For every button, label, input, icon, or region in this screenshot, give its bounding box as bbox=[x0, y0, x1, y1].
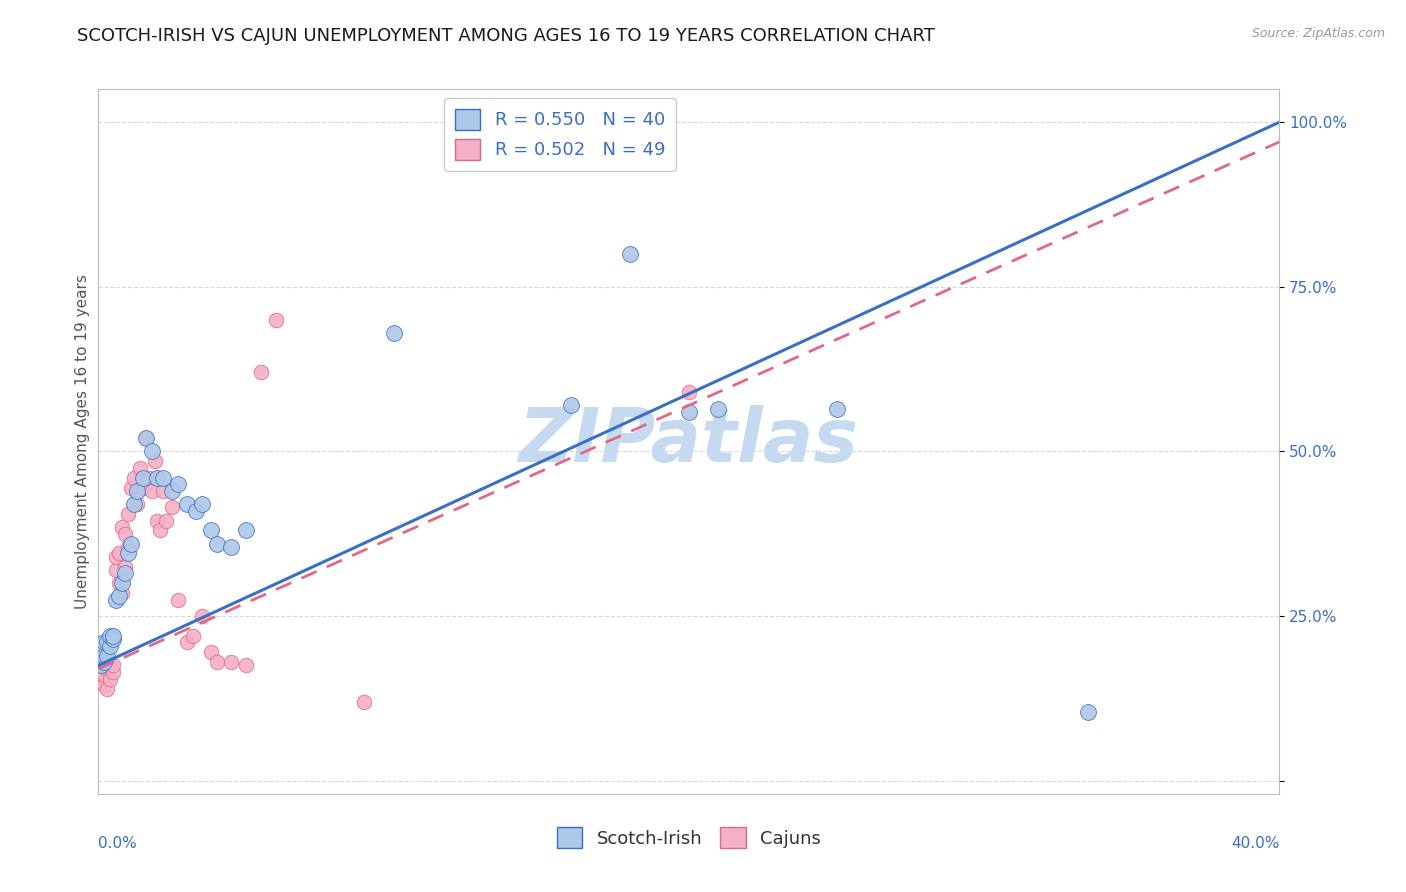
Point bbox=[825, 401, 848, 416]
Point bbox=[114, 526, 136, 541]
Point bbox=[205, 655, 228, 669]
Point bbox=[707, 401, 730, 416]
Point bbox=[93, 665, 115, 679]
Point bbox=[191, 609, 214, 624]
Point bbox=[98, 672, 121, 686]
Point bbox=[132, 471, 155, 485]
Point bbox=[155, 514, 177, 528]
Point bbox=[200, 524, 222, 538]
Point bbox=[146, 471, 169, 485]
Point bbox=[152, 471, 174, 485]
Point bbox=[114, 566, 136, 581]
Point bbox=[138, 471, 160, 485]
Point bbox=[90, 674, 112, 689]
Point bbox=[114, 559, 136, 574]
Point bbox=[96, 681, 118, 696]
Point bbox=[105, 563, 128, 577]
Point bbox=[93, 678, 115, 692]
Text: 40.0%: 40.0% bbox=[1232, 836, 1279, 851]
Point bbox=[105, 592, 128, 607]
Point bbox=[125, 497, 148, 511]
Point bbox=[108, 590, 131, 604]
Point bbox=[122, 497, 145, 511]
Y-axis label: Unemployment Among Ages 16 to 19 years: Unemployment Among Ages 16 to 19 years bbox=[75, 274, 90, 609]
Point bbox=[93, 635, 115, 649]
Point bbox=[108, 547, 131, 561]
Point bbox=[128, 461, 150, 475]
Point bbox=[181, 629, 204, 643]
Point bbox=[162, 483, 183, 498]
Point bbox=[98, 639, 121, 653]
Point bbox=[191, 497, 214, 511]
Point bbox=[90, 655, 112, 669]
Point bbox=[90, 652, 112, 666]
Point bbox=[105, 549, 128, 564]
Point bbox=[93, 655, 115, 669]
Point bbox=[382, 326, 405, 340]
Point bbox=[122, 471, 145, 485]
Point bbox=[619, 247, 641, 261]
Point bbox=[176, 497, 198, 511]
Point bbox=[103, 665, 125, 679]
Point bbox=[162, 500, 183, 515]
Point bbox=[111, 586, 134, 600]
Point bbox=[205, 536, 228, 550]
Point bbox=[111, 576, 134, 591]
Point bbox=[90, 662, 112, 676]
Point bbox=[98, 658, 121, 673]
Point bbox=[678, 405, 700, 419]
Point bbox=[353, 695, 375, 709]
Point bbox=[250, 365, 273, 379]
Point bbox=[98, 629, 121, 643]
Point bbox=[143, 454, 166, 468]
Point bbox=[167, 477, 190, 491]
Legend: Scotch-Irish, Cajuns: Scotch-Irish, Cajuns bbox=[550, 820, 828, 855]
Point bbox=[235, 524, 257, 538]
Point bbox=[152, 483, 174, 498]
Point bbox=[560, 398, 582, 412]
Point bbox=[141, 483, 163, 498]
Point bbox=[135, 431, 157, 445]
Point bbox=[678, 385, 700, 400]
Text: Source: ZipAtlas.com: Source: ZipAtlas.com bbox=[1251, 27, 1385, 40]
Point bbox=[90, 658, 112, 673]
Point bbox=[93, 648, 115, 663]
Text: SCOTCH-IRISH VS CAJUN UNEMPLOYMENT AMONG AGES 16 TO 19 YEARS CORRELATION CHART: SCOTCH-IRISH VS CAJUN UNEMPLOYMENT AMONG… bbox=[77, 27, 935, 45]
Text: ZIPatlas: ZIPatlas bbox=[519, 405, 859, 478]
Point bbox=[1077, 705, 1099, 719]
Point bbox=[221, 540, 243, 554]
Point bbox=[93, 668, 115, 682]
Point bbox=[135, 431, 157, 445]
Point bbox=[108, 576, 131, 591]
Point bbox=[184, 504, 207, 518]
Point bbox=[221, 655, 243, 669]
Point bbox=[132, 481, 155, 495]
Point bbox=[117, 507, 139, 521]
Point bbox=[176, 635, 198, 649]
Point bbox=[111, 520, 134, 534]
Point bbox=[120, 481, 142, 495]
Point bbox=[264, 312, 287, 326]
Point bbox=[96, 662, 118, 676]
Point bbox=[125, 483, 148, 498]
Point bbox=[96, 635, 118, 649]
Point bbox=[141, 444, 163, 458]
Point bbox=[200, 645, 222, 659]
Point bbox=[117, 547, 139, 561]
Point bbox=[117, 540, 139, 554]
Point bbox=[103, 658, 125, 673]
Point bbox=[96, 648, 118, 663]
Point bbox=[103, 632, 125, 646]
Point bbox=[96, 658, 118, 673]
Point bbox=[149, 524, 172, 538]
Point bbox=[146, 514, 169, 528]
Point bbox=[120, 536, 142, 550]
Point bbox=[103, 629, 125, 643]
Point bbox=[167, 592, 190, 607]
Text: 0.0%: 0.0% bbox=[98, 836, 138, 851]
Point bbox=[235, 658, 257, 673]
